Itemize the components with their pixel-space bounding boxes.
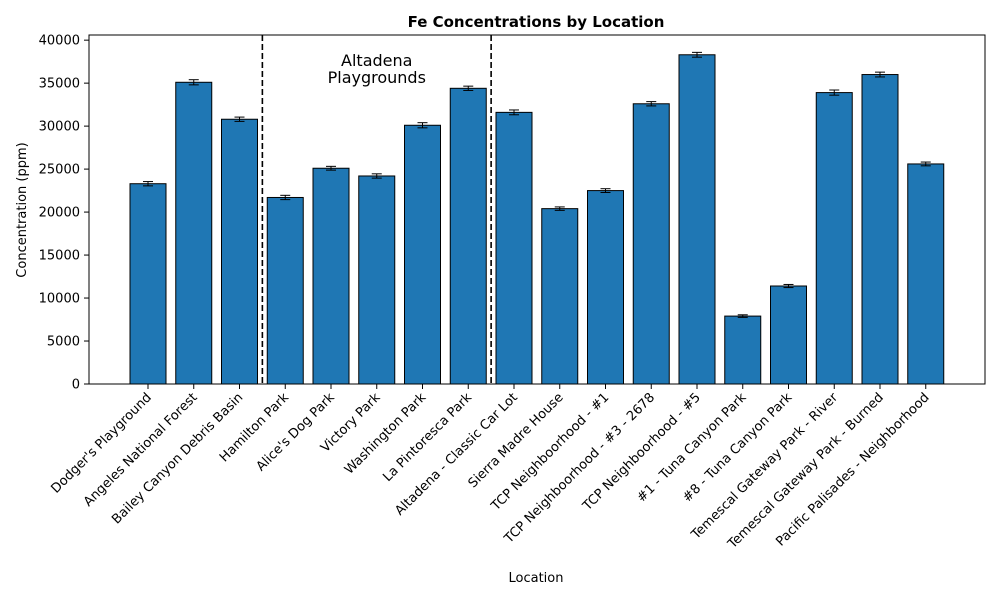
bar	[175, 81, 213, 385]
bars-group	[129, 51, 945, 385]
bar	[861, 74, 899, 385]
y-tick-label: 30000	[39, 120, 80, 135]
y-tick-label: 40000	[39, 34, 80, 49]
y-tick-label: 10000	[39, 292, 80, 307]
bar	[404, 124, 441, 385]
bar	[129, 183, 167, 385]
x-tick-label: Washington Park	[342, 390, 430, 478]
y-tick-label: 20000	[39, 206, 80, 221]
y-tick-label: 35000	[39, 77, 80, 92]
bar	[907, 163, 945, 385]
bar	[221, 118, 258, 385]
x-tick-label: Alice's Dog Park	[254, 390, 339, 475]
bar	[770, 285, 807, 385]
group-annotation: Altadena Playgrounds	[328, 51, 426, 87]
chart-title: Fe Concentrations by Location	[408, 13, 665, 31]
bar	[632, 103, 670, 385]
dividers-group	[261, 35, 492, 384]
bar	[541, 208, 579, 385]
bar	[724, 315, 762, 385]
bar	[587, 190, 624, 385]
y-tick-label: 5000	[47, 335, 80, 350]
bar	[312, 167, 350, 385]
plot-frame	[88, 34, 986, 385]
y-tick-label: 0	[72, 378, 80, 393]
bar	[449, 87, 487, 385]
y-axis: 0 5000 10000 15000 20000 25000 30000 35000 40000	[39, 34, 89, 393]
bar	[266, 196, 304, 385]
annotations-group: Altadena Playgrounds	[328, 51, 426, 87]
y-tick-label: 25000	[39, 163, 80, 178]
x-axis-title: Location	[509, 571, 564, 586]
x-tick-label: La Pintoresca Park	[380, 390, 475, 485]
y-tick-label: 15000	[39, 249, 80, 264]
bar	[358, 175, 396, 385]
y-axis-title: Concentration (ppm)	[15, 142, 30, 277]
bar	[495, 111, 533, 385]
bar	[678, 54, 716, 385]
bar	[815, 92, 853, 385]
